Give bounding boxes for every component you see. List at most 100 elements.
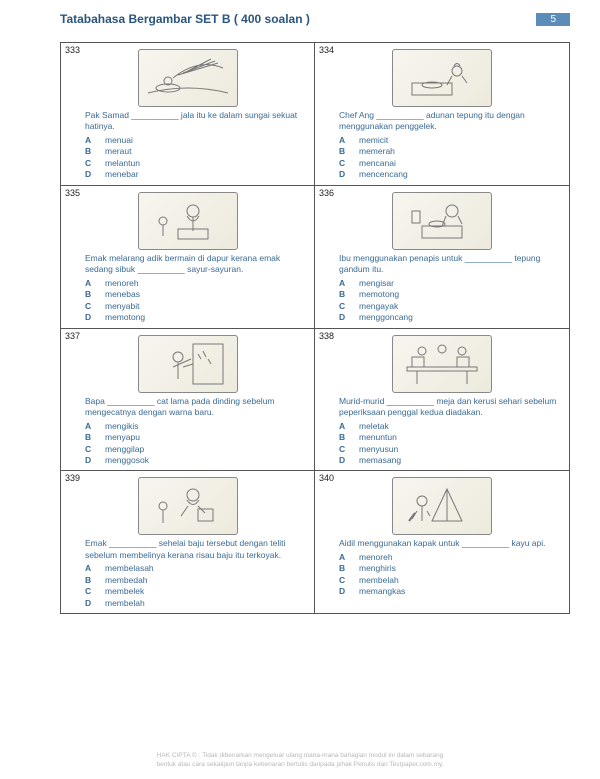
option-text: memerah xyxy=(359,146,395,157)
option-letter: B xyxy=(85,575,95,586)
question-cell: 338 Murid-murid __________ meja dan keru… xyxy=(315,329,569,471)
option: Dmencencang xyxy=(339,169,563,180)
option-letter: B xyxy=(339,289,349,300)
grid-row: 339 Emak __________ sehelai baju tersebu… xyxy=(61,471,569,613)
option-text: mengikis xyxy=(105,421,139,432)
question-number: 336 xyxy=(319,188,334,198)
option-letter: A xyxy=(85,563,95,574)
question-text: Ibu menggunakan penapis untuk __________… xyxy=(339,253,559,276)
option-text: menyapu xyxy=(105,432,140,443)
option-text: membelek xyxy=(105,586,144,597)
option-text: membedah xyxy=(105,575,148,586)
option-text: menebar xyxy=(105,169,139,180)
option-letter: B xyxy=(339,432,349,443)
question-number: 335 xyxy=(65,188,80,198)
question-cell: 334 Chef Ang __________ adunan tepung it… xyxy=(315,43,569,185)
grid-row: 335 Emak melarang adik bermain di dapur … xyxy=(61,186,569,329)
option-letter: A xyxy=(339,552,349,563)
option: Bmenyapu xyxy=(85,432,308,443)
copyright-footer: HAK CIPTA © : Tidak dibenarkan mengeluar… xyxy=(0,752,600,769)
option-letter: D xyxy=(85,455,95,466)
question-text: Murid-murid __________ meja dan kerusi s… xyxy=(339,396,559,419)
question-number: 339 xyxy=(65,473,80,483)
option: Cmenyusun xyxy=(339,444,563,455)
question-number: 333 xyxy=(65,45,80,55)
option-letter: D xyxy=(85,598,95,609)
illustration xyxy=(138,477,238,535)
option-text: menebas xyxy=(105,289,140,300)
option-text: menyusun xyxy=(359,444,398,455)
option: Cmembelah xyxy=(339,575,563,586)
question-text: Pak Samad __________ jala itu ke dalam s… xyxy=(85,110,304,133)
option-letter: B xyxy=(85,146,95,157)
footer-line: HAK CIPTA © : Tidak dibenarkan mengeluar… xyxy=(60,752,540,760)
illustration xyxy=(138,49,238,107)
question-text: Bapa __________ cat lama pada dinding se… xyxy=(85,396,304,419)
question-number: 334 xyxy=(319,45,334,55)
option: Ameletak xyxy=(339,421,563,432)
option-text: meletak xyxy=(359,421,389,432)
option: Cmembelek xyxy=(85,586,308,597)
option: Dmemangkas xyxy=(339,586,563,597)
grid-row: 337 Bapa __________ cat lama pada dindin… xyxy=(61,329,569,472)
option-text: melantun xyxy=(105,158,140,169)
option: Dmembelah xyxy=(85,598,308,609)
option-text: menuntun xyxy=(359,432,397,443)
option: Amengikis xyxy=(85,421,308,432)
question-cell: 340 Aidil menggunakan kapak untuk ______… xyxy=(315,471,569,613)
option: Bmenebas xyxy=(85,289,308,300)
option-letter: A xyxy=(339,278,349,289)
illustration xyxy=(138,335,238,393)
option: Bmembedah xyxy=(85,575,308,586)
option-text: menggoncang xyxy=(359,312,413,323)
option: Bmemotong xyxy=(339,289,563,300)
options-list: Amengikis Bmenyapu Cmenggilap Dmenggosok xyxy=(85,421,308,467)
question-text: Chef Ang __________ adunan tepung itu de… xyxy=(339,110,559,133)
question-cell: 337 Bapa __________ cat lama pada dindin… xyxy=(61,329,315,471)
option-letter: A xyxy=(85,421,95,432)
options-list: Amemicit Bmemerah Cmencanai Dmencencang xyxy=(339,135,563,181)
option: Dmemotong xyxy=(85,312,308,323)
option-letter: B xyxy=(85,289,95,300)
page-title: Tatabahasa Bergambar SET B ( 400 soalan … xyxy=(60,12,310,26)
question-text: Aidil menggunakan kapak untuk __________… xyxy=(339,538,559,549)
option-text: menggosok xyxy=(105,455,149,466)
question-grid: 333 Pak Samad __________ jala itu ke dal… xyxy=(60,42,570,614)
page-number-badge: 5 xyxy=(536,13,570,26)
option-letter: B xyxy=(85,432,95,443)
option-text: menghiris xyxy=(359,563,396,574)
option: Amenuai xyxy=(85,135,308,146)
option: Amenoreh xyxy=(85,278,308,289)
option: Dmenggoncang xyxy=(339,312,563,323)
illustration xyxy=(138,192,238,250)
option: Dmenebar xyxy=(85,169,308,180)
options-list: Ameletak Bmenuntun Cmenyusun Dmemasang xyxy=(339,421,563,467)
option-letter: C xyxy=(339,158,349,169)
options-list: Amengisar Bmemotong Cmengayak Dmenggonca… xyxy=(339,278,563,324)
illustration xyxy=(392,49,492,107)
option-letter: C xyxy=(85,444,95,455)
options-list: Amenoreh Bmenebas Cmenyabit Dmemotong xyxy=(85,278,308,324)
option-text: mencanai xyxy=(359,158,396,169)
option-text: mencencang xyxy=(359,169,408,180)
footer-line: bentuk atau cara sekalipun tanpa kebenar… xyxy=(60,761,540,769)
option-letter: A xyxy=(339,421,349,432)
option: Amengisar xyxy=(339,278,563,289)
options-list: Amembelasah Bmembedah Cmembelek Dmembela… xyxy=(85,563,308,609)
option-text: menoreh xyxy=(359,552,393,563)
option-text: memicit xyxy=(359,135,388,146)
option-text: membelah xyxy=(359,575,399,586)
option: Bmenghiris xyxy=(339,563,563,574)
option: Cmenggilap xyxy=(85,444,308,455)
option-text: memasang xyxy=(359,455,401,466)
option-text: memotong xyxy=(359,289,399,300)
question-cell: 339 Emak __________ sehelai baju tersebu… xyxy=(61,471,315,613)
question-text: Emak __________ sehelai baju tersebut de… xyxy=(85,538,304,561)
options-list: Amenoreh Bmenghiris Cmembelah Dmemangkas xyxy=(339,552,563,598)
option-letter: A xyxy=(85,278,95,289)
illustration xyxy=(392,192,492,250)
option-text: memotong xyxy=(105,312,145,323)
option: Bmenuntun xyxy=(339,432,563,443)
option: Dmemasang xyxy=(339,455,563,466)
option-letter: D xyxy=(85,169,95,180)
